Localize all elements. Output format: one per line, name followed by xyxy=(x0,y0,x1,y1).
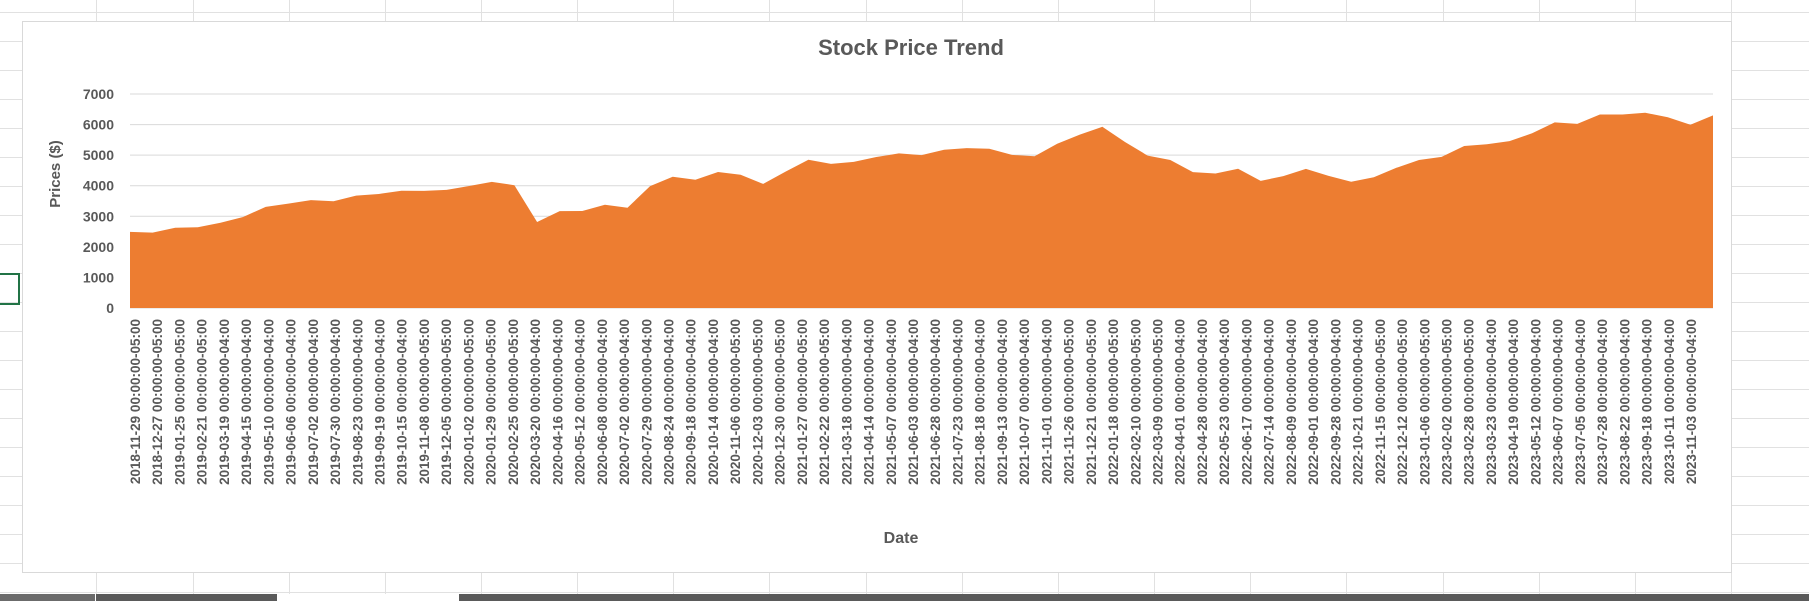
y-tick-label: 3000 xyxy=(83,208,114,224)
x-tick-label: 2019-08-23 00:00:00-04:00 xyxy=(350,319,365,485)
x-tick-label: 2022-07-14 00:00:00-04:00 xyxy=(1262,319,1277,485)
y-tick-label: 2000 xyxy=(83,239,114,255)
x-tick-label: 2019-12-05 00:00:00-05:00 xyxy=(439,319,454,485)
x-tick-label: 2022-05-23 00:00:00-04:00 xyxy=(1217,319,1232,485)
x-tick-label: 2021-09-13 00:00:00-04:00 xyxy=(995,319,1010,485)
x-tick-label: 2023-06-07 00:00:00-04:00 xyxy=(1551,319,1566,485)
x-tick-label: 2020-07-02 00:00:00-04:00 xyxy=(617,319,632,485)
x-tick-label: 2022-04-28 00:00:00-04:00 xyxy=(1195,319,1210,485)
y-tick-label: 4000 xyxy=(83,178,114,194)
x-tick-label: 2023-04-19 00:00:00-04:00 xyxy=(1506,319,1521,485)
x-tick-label: 2021-02-22 00:00:00-05:00 xyxy=(817,319,832,485)
x-tick-label: 2023-11-03 00:00:00-04:00 xyxy=(1684,319,1699,484)
x-tick-label: 2020-05-12 00:00:00-04:00 xyxy=(573,319,588,485)
x-tick-label: 2020-06-08 00:00:00-04:00 xyxy=(595,319,610,485)
x-tick-label: 2019-10-15 00:00:00-04:00 xyxy=(395,319,410,485)
x-tick-label: 2022-10-21 00:00:00-04:00 xyxy=(1351,319,1366,485)
x-tick-label: 2021-04-14 00:00:00-04:00 xyxy=(862,319,877,485)
x-axis-tick-labels: 2018-11-29 00:00:00-05:00 2018-12-27 00:0… xyxy=(128,319,1699,485)
x-tick-label: 2019-05-10 00:00:00-04:00 xyxy=(261,319,276,485)
x-tick-label: 2020-03-20 00:00:00-04:00 xyxy=(528,319,543,485)
x-tick-label: 2021-03-18 00:00:00-04:00 xyxy=(839,319,854,485)
tab-bar-segment xyxy=(459,594,1809,601)
sheet-tab-bar xyxy=(0,594,1809,601)
x-tick-label: 2021-06-28 00:00:00-04:00 xyxy=(928,319,943,485)
x-tick-label: 2020-04-16 00:00:00-04:00 xyxy=(550,319,565,485)
x-tick-label: 2022-12-12 00:00:00-05:00 xyxy=(1395,319,1410,485)
x-tick-label: 2023-07-28 00:00:00-04:00 xyxy=(1595,319,1610,485)
row-gridline xyxy=(0,12,1809,13)
x-tick-label: 2023-08-22 00:00:00-04:00 xyxy=(1617,319,1632,485)
row-gridline xyxy=(0,592,1809,593)
x-tick-label: 2020-02-25 00:00:00-05:00 xyxy=(506,319,521,485)
x-tick-label: 2022-06-17 00:00:00-04:00 xyxy=(1239,319,1254,485)
x-tick-label: 2021-05-07 00:00:00-04:00 xyxy=(884,319,899,485)
y-tick-label: 5000 xyxy=(83,147,114,163)
tab-bar-segment xyxy=(96,594,277,601)
y-tick-label: 6000 xyxy=(83,117,114,133)
x-tick-label: 2020-08-24 00:00:00-04:00 xyxy=(662,319,677,485)
tab-bar-segment xyxy=(0,594,95,601)
area-series-fill xyxy=(130,112,1713,308)
x-tick-label: 2023-07-05 00:00:00-04:00 xyxy=(1573,319,1588,485)
x-tick-label: 2023-01-06 00:00:00-05:00 xyxy=(1417,319,1432,485)
x-tick-label: 2023-10-11 00:00:00-04:00 xyxy=(1662,319,1677,484)
x-tick-label: 2022-11-15 00:00:00-05:00 xyxy=(1373,319,1388,484)
x-tick-label: 2021-12-21 00:00:00-05:00 xyxy=(1084,319,1099,485)
x-tick-label: 2019-06-06 00:00:00-04:00 xyxy=(284,319,299,485)
x-tick-label: 2022-08-09 00:00:00-04:00 xyxy=(1284,319,1299,485)
x-tick-label: 2019-01-25 00:00:00-05:00 xyxy=(173,319,188,485)
x-tick-label: 2021-01-27 00:00:00-05:00 xyxy=(795,319,810,485)
x-tick-label: 2022-09-28 00:00:00-04:00 xyxy=(1328,319,1343,485)
x-tick-label: 2020-09-18 00:00:00-04:00 xyxy=(684,319,699,485)
x-tick-label: 2023-09-18 00:00:00-04:00 xyxy=(1640,319,1655,485)
x-tick-label: 2020-01-29 00:00:00-05:00 xyxy=(484,319,499,485)
y-axis-tick-labels: 0 1000 2000 3000 4000 5000 6000 7000 xyxy=(83,86,114,316)
x-tick-label: 2022-02-10 00:00:00-05:00 xyxy=(1128,319,1143,485)
x-tick-label: 2019-04-15 00:00:00-04:00 xyxy=(239,319,254,485)
x-tick-label: 2019-07-02 00:00:00-04:00 xyxy=(306,319,321,485)
x-tick-label: 2019-09-19 00:00:00-04:00 xyxy=(373,319,388,485)
x-tick-label: 2023-02-02 00:00:00-05:00 xyxy=(1440,319,1455,485)
x-tick-label: 2022-01-18 00:00:00-05:00 xyxy=(1106,319,1121,485)
x-tick-label: 2018-12-27 00:00:00-05:00 xyxy=(150,319,165,485)
y-tick-label: 1000 xyxy=(83,269,114,285)
x-tick-label: 2022-04-01 00:00:00-04:00 xyxy=(1173,319,1188,485)
area-series xyxy=(130,112,1713,308)
x-tick-label: 2022-09-01 00:00:00-04:00 xyxy=(1306,319,1321,485)
x-tick-label: 2021-06-03 00:00:00-04:00 xyxy=(906,319,921,485)
x-tick-label: 2022-03-09 00:00:00-05:00 xyxy=(1151,319,1166,485)
x-tick-label: 2023-03-23 00:00:00-04:00 xyxy=(1484,319,1499,485)
x-tick-label: 2019-11-08 00:00:00-05:00 xyxy=(417,319,432,484)
x-tick-label: 2020-12-30 00:00:00-05:00 xyxy=(773,319,788,485)
x-tick-label: 2020-12-03 00:00:00-05:00 xyxy=(750,319,765,485)
x-tick-label: 2021-08-18 00:00:00-04:00 xyxy=(973,319,988,485)
chart-object[interactable]: Stock Price Trend 0 1000 2000 3000 4000 5000 6… xyxy=(22,21,1732,573)
y-tick-label: 7000 xyxy=(83,86,114,102)
x-tick-label: 2020-10-14 00:00:00-04:00 xyxy=(706,319,721,485)
x-tick-label: 2021-10-07 00:00:00-04:00 xyxy=(1017,319,1032,485)
x-tick-label: 2020-01-02 00:00:00-05:00 xyxy=(461,319,476,485)
chart-title: Stock Price Trend xyxy=(818,35,1004,60)
y-tick-label: 0 xyxy=(106,300,114,316)
x-tick-label: 2023-02-28 00:00:00-05:00 xyxy=(1462,319,1477,485)
x-tick-label: 2020-07-29 00:00:00-04:00 xyxy=(639,319,654,485)
x-tick-label: 2019-07-30 00:00:00-04:00 xyxy=(328,319,343,485)
x-tick-label: 2020-11-06 00:00:00-05:00 xyxy=(728,319,743,484)
y-axis-title: Prices ($) xyxy=(47,140,64,208)
selected-cell[interactable] xyxy=(0,273,20,305)
chart-svg: Stock Price Trend 0 1000 2000 3000 4000 5000 6… xyxy=(47,35,1713,547)
active-sheet-tab[interactable] xyxy=(277,594,459,601)
x-tick-label: 2021-11-26 00:00:00-05:00 xyxy=(1062,319,1077,484)
x-axis-title: Date xyxy=(884,530,919,547)
x-tick-label: 2021-07-23 00:00:00-04:00 xyxy=(951,319,966,485)
x-tick-label: 2021-11-01 00:00:00-04:00 xyxy=(1039,319,1054,484)
x-tick-label: 2019-02-21 00:00:00-05:00 xyxy=(195,319,210,485)
x-tick-label: 2018-11-29 00:00:00-05:00 xyxy=(128,319,143,484)
x-tick-label: 2019-03-19 00:00:00-04:00 xyxy=(217,319,232,485)
x-tick-label: 2023-05-12 00:00:00-04:00 xyxy=(1528,319,1543,485)
